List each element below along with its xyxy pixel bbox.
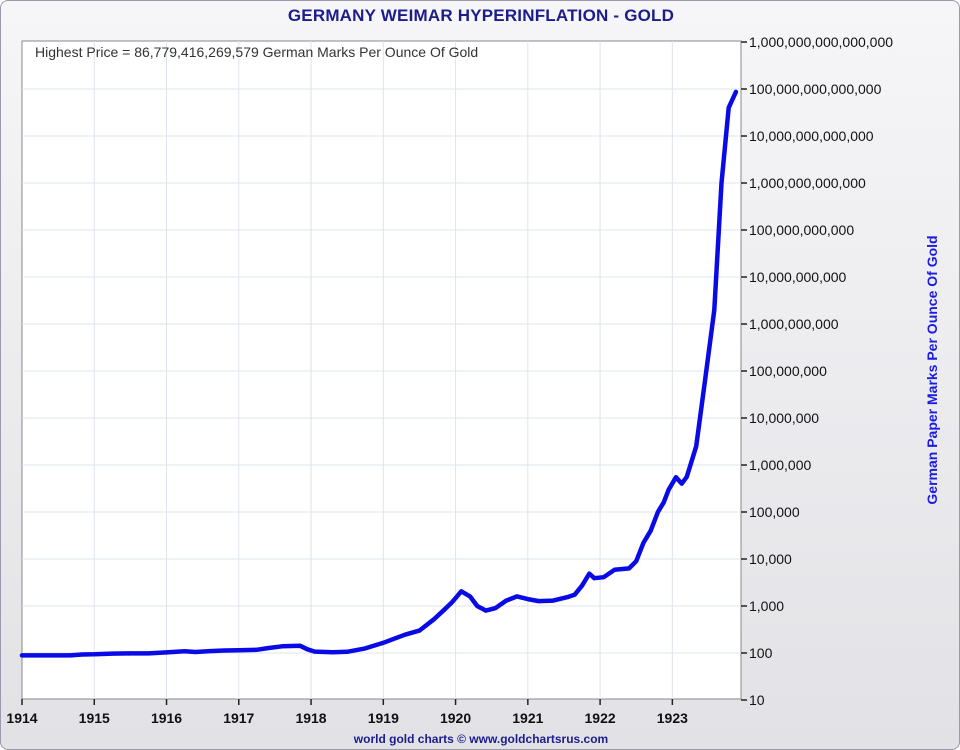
y-tick-label: 1,000,000,000 — [749, 316, 839, 332]
x-tick-label: 1923 — [657, 710, 688, 726]
x-tick-label: 1922 — [585, 710, 616, 726]
y-tick-label: 10,000,000 — [749, 410, 819, 426]
x-tick-label: 1917 — [223, 710, 254, 726]
plot-area — [21, 40, 742, 700]
y-tick-label: 100,000,000,000 — [749, 222, 854, 238]
x-tick-label: 1920 — [440, 710, 471, 726]
gold-price-line — [19, 89, 739, 658]
x-tick-label: 1916 — [151, 710, 182, 726]
y-tick-label: 10,000 — [749, 551, 792, 567]
x-tick-label: 1921 — [512, 710, 543, 726]
y-tick-layer: 10 100 1,000 10,000 100,000 1,000,000 10,000,0… — [741, 34, 893, 708]
y-tick-label: 1,000 — [749, 598, 784, 614]
line-layer — [19, 89, 739, 658]
watermark-text: world gold charts © www.goldchartsrus.co… — [353, 732, 609, 746]
x-tick-label: 1915 — [79, 710, 110, 726]
y-tick-label: 1,000,000,000,000,000 — [749, 34, 893, 50]
y-tick-label: 100,000 — [749, 504, 800, 520]
highest-price-annotation: Highest Price = 86,779,416,269,579 Germa… — [35, 44, 478, 60]
chart-title: GERMANY WEIMAR HYPERINFLATION - GOLD — [287, 6, 675, 25]
y-tick-label: 1,000,000,000,000 — [749, 175, 866, 191]
y-axis-label: German Paper Marks Per Ounce Of Gold — [924, 235, 940, 504]
y-tick-label: 10 — [749, 692, 765, 708]
y-tick-label: 100 — [749, 645, 773, 661]
x-tick-label: 1918 — [295, 710, 326, 726]
x-tick-layer: 1914 1915 1916 1917 1918 1919 1920 1921 1922 1923 — [6, 699, 688, 726]
y-tick-label: 10,000,000,000 — [749, 269, 847, 285]
y-tick-label: 100,000,000,000,000 — [749, 81, 882, 97]
grid-layer — [22, 41, 741, 699]
y-tick-label: 1,000,000 — [749, 457, 811, 473]
x-tick-label: 1919 — [368, 710, 399, 726]
y-tick-label: 100,000,000 — [749, 363, 827, 379]
y-tick-label: 10,000,000,000,000 — [749, 128, 874, 144]
x-tick-label: 1914 — [6, 710, 37, 726]
